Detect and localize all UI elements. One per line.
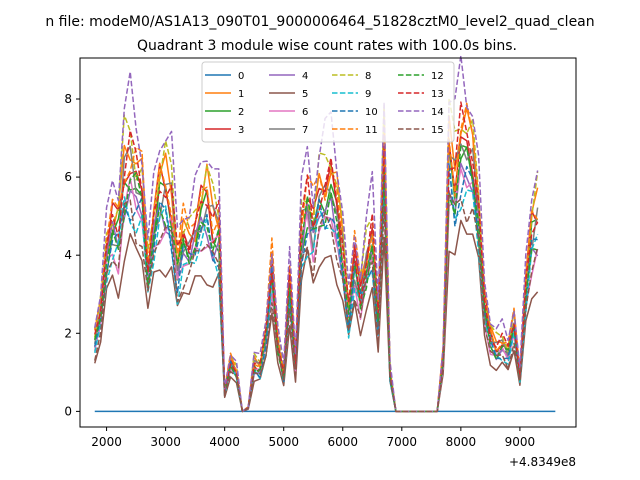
legend-label-3: 3 [238,125,244,136]
y-tick-label: 6 [64,170,72,184]
legend-label-12: 12 [431,71,444,82]
x-offset-label: +4.8349e8 [509,455,576,469]
plot-area [94,54,556,413]
legend-label-2: 2 [238,107,244,118]
series-line-8 [94,97,539,413]
legend-label-10: 10 [365,107,378,118]
series-line-13 [94,101,539,413]
legend-label-8: 8 [365,71,371,82]
series-line-12 [94,144,538,413]
legend-label-7: 7 [302,125,308,136]
series-line-14 [94,54,539,413]
y-axis: 0 2 4 6 8 [64,92,80,418]
legend-label-15: 15 [431,125,444,136]
legend-label-4: 4 [302,71,308,82]
x-tick-label: 5000 [268,435,299,449]
chart-title: Quadrant 3 module wise count rates with … [137,38,517,54]
legend-box [201,61,455,143]
axes-frame [79,57,577,428]
legend-label-13: 13 [431,89,444,100]
x-tick-label: 9000 [505,435,536,449]
legend-label-0: 0 [238,71,244,82]
legend-label-1: 1 [238,89,244,100]
series-line-9 [94,163,539,413]
legend-label-14: 14 [431,107,444,118]
legend-label-6: 6 [302,107,308,118]
x-tick-label: 8000 [446,435,477,449]
figure-suptitle: n file: modeM0/AS1A13_090T01_9000006464_… [45,14,594,30]
y-tick-label: 8 [64,92,72,106]
legend-label-5: 5 [302,89,308,100]
y-tick-label: 2 [64,326,72,340]
x-tick-label: 4000 [209,435,240,449]
x-tick-label: 2000 [91,435,122,449]
y-tick-label: 0 [64,404,72,418]
x-tick-label: 3000 [150,435,181,449]
y-tick-label: 4 [64,248,72,262]
x-axis: 2000 3000 4000 5000 6000 7000 8000 9000 [91,427,535,449]
x-tick-label: 7000 [387,435,418,449]
series-line-11 [94,102,539,413]
legend-label-9: 9 [365,89,371,100]
series-line-5 [94,219,539,413]
legend-label-11: 11 [365,125,378,136]
x-tick-label: 6000 [327,435,358,449]
series-line-15 [94,192,539,413]
